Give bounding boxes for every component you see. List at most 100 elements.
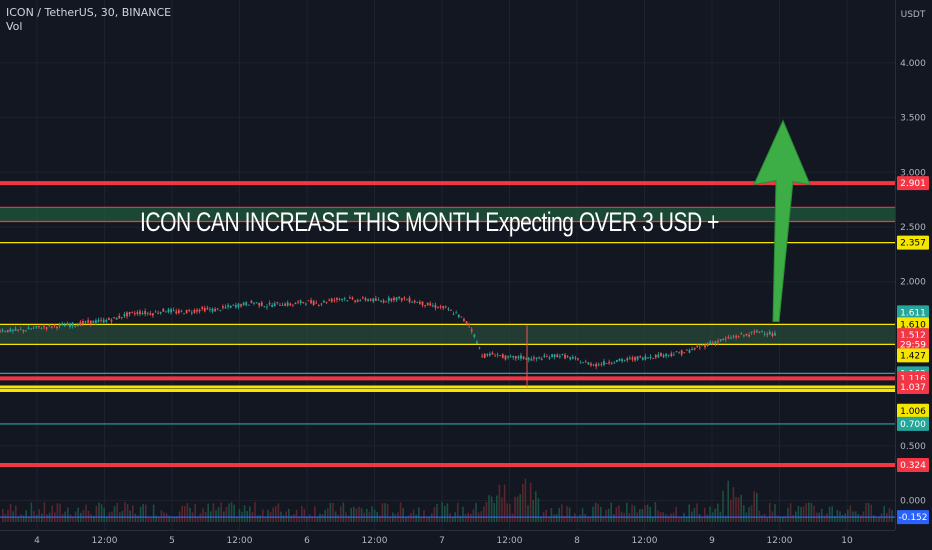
candle-body [535,357,538,359]
volume-bar [444,505,446,522]
candle-body [253,302,255,304]
volume-bar [490,496,493,522]
x-tick-label: 9 [709,536,715,546]
candle-body [709,341,712,344]
price-badge [897,416,929,431]
volume-bar [665,514,667,522]
symbol-line[interactable]: ICON / TetherUS, 30, BINANCE [6,6,172,19]
volume-indicator-label[interactable]: Vol [6,20,23,33]
candle-body [372,298,375,302]
candle-body [768,331,771,335]
candle-body [203,307,206,312]
volume-bar [69,514,72,522]
volume-bar [727,480,729,522]
candle-body [538,357,541,359]
volume-bar [576,517,579,522]
candle-body [486,354,489,356]
price-badge-label: 29:59 [900,341,926,351]
volume-bar [116,502,118,522]
candle-body [403,297,406,299]
volume-bar [171,517,173,522]
volume-bar [652,517,654,522]
x-tick-label: 12:00 [92,536,118,546]
x-tick-label: 12:00 [767,536,793,546]
volume-bar [563,515,566,522]
volume-bar [646,504,649,522]
volume-bar [618,505,620,522]
candle-body [455,312,458,314]
time-axis-bg [0,530,932,550]
y-tick-label: 4.000 [900,59,926,69]
candle-body [771,333,774,336]
candle-body [76,324,79,327]
candle-body [58,324,61,326]
candle-body [530,358,533,361]
candle-body [491,352,494,355]
candle-body [268,303,271,305]
price-badge [897,380,929,395]
candle-body [105,319,108,322]
volume-bar [493,503,495,522]
volume-bar [657,510,659,522]
candle-body [17,329,20,331]
candle-body [587,362,590,365]
candle-body [351,297,354,300]
volume-bar [355,508,358,522]
candle-body [766,334,769,335]
volume-bar [524,478,527,522]
volume-bar [87,510,90,522]
volume-bar [134,513,137,522]
volume-bar [873,515,875,522]
candle-body [222,306,224,308]
candle-body [234,305,237,308]
candle-body [102,319,105,323]
x-tick-label: 12:00 [632,536,658,546]
volume-bar [314,506,316,522]
candle-body [735,335,738,338]
price-zones [0,207,895,345]
candle-body [123,314,126,317]
volume-bar [553,514,555,522]
candle-body [514,356,517,359]
candle-body [263,306,266,308]
y-tick-label: 3.000 [900,168,926,178]
volume-bar [485,502,488,522]
candle-body [232,304,235,306]
candle-body [162,308,165,312]
candle-body [478,347,481,349]
candle-body [400,298,403,301]
candle-body [724,338,727,340]
candle-body [732,336,735,338]
price-badge [897,317,929,332]
volume-bar [792,515,794,522]
candle-body [193,309,196,313]
candle-body [527,357,530,360]
candle-body [387,297,390,302]
candle-body [657,354,660,358]
candle-body [279,305,281,306]
x-tick-label: 12:00 [497,536,523,546]
candle-body [53,324,56,326]
arrow-shape [753,119,811,322]
volume-bar [561,504,563,522]
x-tick-label: 4 [34,536,40,546]
time-axis[interactable]: 4 12:00 5 12:00 6 12:00 7 12:00 8 12:00 9 12:00 10 [0,530,932,550]
candle-body [569,357,572,360]
volume-bar [181,505,183,522]
candle-body [50,326,53,328]
price-badge-label: 0.324 [900,461,926,471]
volume-bar [589,517,592,522]
price-badge [897,176,929,191]
volume-bar [412,509,415,522]
candle-body [644,356,647,360]
volume-bar [462,506,464,522]
price-badge-label: 1.116 [900,374,926,384]
candle-body [74,325,77,327]
volume-bar [95,505,98,522]
candle-body [35,326,38,328]
volume-bar [145,504,147,522]
volume-bar [290,515,293,522]
candle-body [460,316,463,318]
volume-bar [730,499,732,522]
